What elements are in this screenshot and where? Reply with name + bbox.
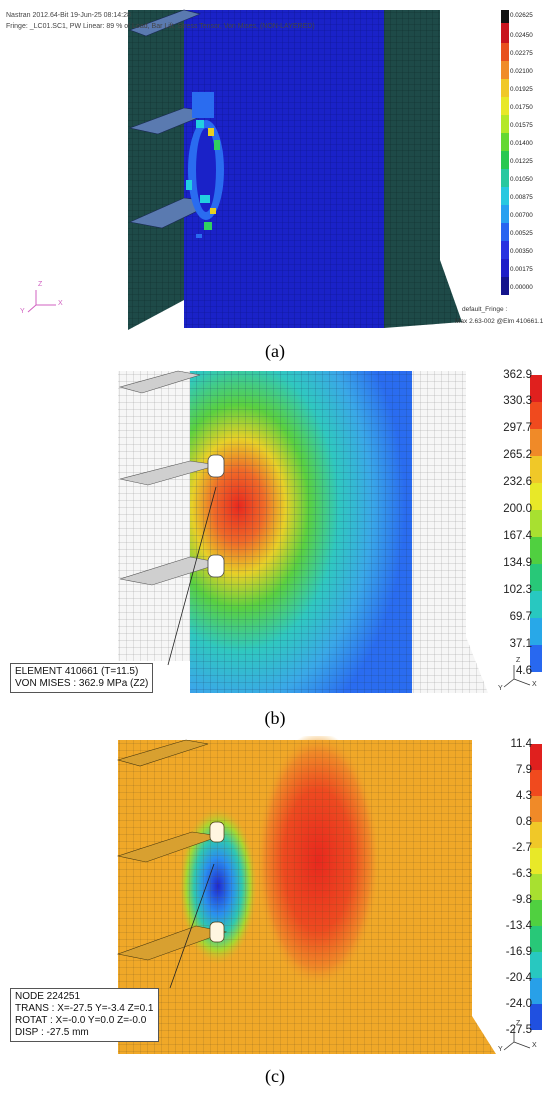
- scale-a-12: 0.00525: [510, 230, 533, 237]
- scale-c-1: 7.9: [516, 764, 532, 776]
- axis-z-label: Z: [516, 657, 521, 664]
- scale-b-6: 167.4: [503, 530, 532, 542]
- axis-x-label: X: [532, 681, 537, 688]
- stress-hotspot: [186, 92, 224, 238]
- scale-a-0: 0.02625: [510, 12, 533, 19]
- scale-b-5: 200.0: [503, 503, 532, 515]
- axis-triad-icon: [27, 290, 56, 313]
- axis-y-label: Y: [498, 685, 503, 692]
- panel-b-figure: [118, 370, 542, 693]
- axis-x-label: X: [532, 1042, 537, 1049]
- scale-b-7: 134.9: [503, 557, 532, 569]
- axis-y-label: Y: [498, 1046, 503, 1053]
- scale-b-0: 362.9: [503, 369, 532, 381]
- panel-a-header-line2: Fringe: _LC01.SC1, PW Linear: 89 % of Lo…: [6, 23, 315, 30]
- scale-c-11: -27.5: [505, 1024, 532, 1036]
- node-info-box: NODE 224251 TRANS : X=-27.5 Y=-3.4 Z=0.1…: [10, 988, 159, 1042]
- scale-a-4: 0.01925: [510, 86, 533, 93]
- caption-c: (c): [265, 1066, 285, 1086]
- panel-a-figure: [27, 9, 509, 330]
- panel-b-color-scale: [530, 375, 542, 672]
- element-info-line2: VON MISES : 362.9 MPa (Z2): [15, 678, 149, 689]
- scale-b-2: 297.7: [503, 422, 532, 434]
- panel-a-stress-plot: Nastran 2012.64-Bit 19-Jun-25 08:14:28 F…: [0, 0, 550, 335]
- scale-b-9: 69.7: [509, 611, 532, 623]
- scale-a-11: 0.00700: [510, 212, 533, 219]
- scale-a-5: 0.01750: [510, 104, 533, 111]
- panel-b-von-mises-plot: 362.9 330.3 297.7 265.2 232.6 200.0 167.…: [0, 367, 550, 697]
- scale-a-2: 0.02275: [510, 50, 533, 57]
- scale-c-3: 0.8: [516, 816, 532, 828]
- element-info-box: ELEMENT 410661 (T=11.5) VON MISES : 362.…: [10, 663, 154, 693]
- scale-a-3: 0.02100: [510, 68, 533, 75]
- leader-line: [169, 863, 215, 989]
- axis-triad-icon: [503, 1028, 531, 1051]
- scale-c-6: -9.8: [512, 894, 532, 906]
- axis-z-label: Z: [38, 281, 43, 288]
- element-info-line1: ELEMENT 410661 (T=11.5): [15, 666, 139, 677]
- axis-triad-icon: [503, 665, 531, 688]
- cutout-upper: [209, 821, 225, 843]
- scale-a-7: 0.01400: [510, 140, 533, 147]
- axis-z-label: Z: [516, 1020, 521, 1027]
- leader-line: [167, 486, 217, 666]
- caption-a: (a): [265, 341, 285, 361]
- scale-c-9: -20.4: [505, 972, 532, 984]
- node-info-line2: TRANS : X=-27.5 Y=-3.4 Z=0.1: [15, 1003, 154, 1014]
- scale-c-4: -2.7: [512, 842, 532, 854]
- node-info-line3: ROTAT : X=-0.0 Y=0.0 Z=-0.0: [15, 1015, 147, 1026]
- panel-a-color-scale: [501, 10, 509, 295]
- scale-a-10: 0.00875: [510, 194, 533, 201]
- scale-b-11: 4.6: [516, 665, 532, 677]
- panel-a-header-line1: Nastran 2012.64-Bit 19-Jun-25 08:14:28: [6, 12, 131, 19]
- scale-b-3: 265.2: [503, 449, 532, 461]
- scale-a-8: 0.01225: [510, 158, 533, 165]
- scale-c-0: 11.4: [510, 738, 532, 750]
- right-flange: [412, 371, 488, 693]
- scale-a-15: 0.00000: [510, 284, 533, 291]
- stiffeners: [118, 370, 223, 586]
- scale-a-13: 0.00350: [510, 248, 533, 255]
- panel-a-footer-name: default_Fringe :: [462, 306, 508, 313]
- panel-a-footer-max: Max 2.63-002 @Elm 410661.1: [455, 318, 544, 325]
- caption-b: (b): [264, 708, 286, 728]
- cutout-lower: [207, 554, 225, 578]
- panel-c-displacement-plot: 11.4 7.9 4.3 0.8 -2.7 -6.3 -9.8 -13.4 -1…: [0, 736, 550, 1056]
- scale-b-8: 102.3: [503, 584, 532, 596]
- scale-a-6: 0.01575: [510, 122, 533, 129]
- cutout-upper: [207, 454, 225, 478]
- panel-c-figure: [116, 736, 542, 1054]
- scale-a-9: 0.01050: [510, 176, 533, 183]
- scale-b-1: 330.3: [503, 395, 532, 407]
- scale-b-10: 37.1: [509, 638, 532, 650]
- scale-a-14: 0.00175: [510, 266, 533, 273]
- node-info-line1: NODE 224251: [15, 991, 81, 1002]
- scale-c-5: -6.3: [512, 868, 532, 880]
- node-info-line4: DISP : -27.5 mm: [15, 1027, 89, 1038]
- scale-c-2: 4.3: [516, 790, 532, 802]
- axis-y-label: Y: [20, 308, 25, 315]
- left-plate: [118, 371, 190, 661]
- panel-c-color-scale: [530, 744, 542, 1030]
- scale-b-4: 232.6: [503, 476, 532, 488]
- scale-c-10: -24.0: [505, 998, 532, 1010]
- stiffeners: [116, 739, 228, 961]
- cutout-lower: [209, 921, 225, 943]
- scale-a-1: 0.02450: [510, 32, 533, 39]
- scale-c-7: -13.4: [505, 920, 532, 932]
- axis-x-label: X: [58, 300, 63, 307]
- scale-c-8: -16.9: [505, 946, 532, 958]
